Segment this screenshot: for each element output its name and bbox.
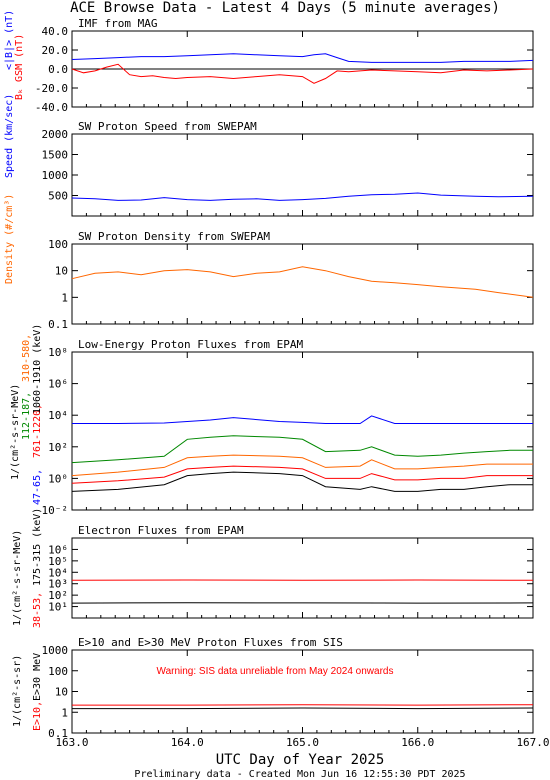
panel-2: 0.1 1 10 100 SW Proton Density from SWEPAM De… <box>4 194 534 331</box>
y-axis-label: 47-65, <box>32 469 43 505</box>
y-tick-label: 0.1 <box>48 318 68 331</box>
y-tick-label: 10⁰ <box>48 472 68 485</box>
y-tick-label: 1 <box>61 291 68 304</box>
y-tick-label: 1000 <box>42 644 69 657</box>
y-tick-label: 1 <box>61 706 68 719</box>
x-tick-label: 165.0 <box>286 736 319 749</box>
y-tick-label: 100 <box>48 665 68 678</box>
y-axis-label: 1060-1910 (keV) <box>32 324 43 414</box>
panel-0: -40.0 -20.0 0.0 20.0 40.0 IMF from MAG Bₖ GSM … <box>4 10 534 114</box>
y-tick-label: 20.0 <box>42 44 69 57</box>
y-tick-label: 10⁻² <box>42 504 69 517</box>
x-tick-label: 167.0 <box>516 736 549 749</box>
y-tick-label: 10⁶ <box>48 543 68 556</box>
y-axis-label: <|B|> (nT) <box>4 10 15 70</box>
y-axis-label: Speed (km/sec) <box>4 94 15 178</box>
y-axis-label: 761-1220, <box>32 404 43 458</box>
sis-warning: Warning: SIS data unreliable from May 20… <box>157 666 394 677</box>
y-axis-label: 112-187, <box>21 392 32 440</box>
series-line <box>71 465 533 484</box>
y-tick-label: 10 <box>55 686 68 699</box>
y-axis-label: 175-315 (keV) <box>32 508 43 586</box>
series-line <box>71 63 534 84</box>
y-tick-label: 10⁴ <box>48 409 68 422</box>
panel-5: 0.1 1 10 100 1000 E>10 and E>30 MeV Proton Fl… <box>12 636 550 749</box>
panel-1: 500 1000 1500 2000 SW Proton Speed from SWEP… <box>4 94 534 217</box>
y-tick-label: 10¹ <box>48 601 68 614</box>
footer-text: Preliminary data - Created Mon Jun 16 12… <box>134 769 465 780</box>
y-tick-label: 500 <box>48 190 68 203</box>
panel-frame <box>71 351 534 511</box>
y-tick-label: 10² <box>48 441 68 454</box>
y-axis-label: E>30 MeV <box>32 653 43 701</box>
y-axis-label: 1/(cm²-s-sr-MeV) <box>10 384 21 480</box>
y-tick-label: 10⁴ <box>48 566 68 579</box>
series-line <box>71 435 533 464</box>
panel-title: SW Proton Speed from SWEPAM <box>78 120 257 133</box>
y-axis-label: 310-580, <box>21 334 32 382</box>
series-line <box>72 707 534 710</box>
panel-title: Electron Fluxes from EPAM <box>78 524 244 537</box>
panel-title: Low-Energy Proton Fluxes from EPAM <box>78 338 304 351</box>
y-tick-label: -20.0 <box>35 82 68 95</box>
figure-title: ACE Browse Data - Latest 4 Days (5 minut… <box>70 0 500 16</box>
panel-frame <box>71 133 534 217</box>
panel-frame <box>71 243 534 325</box>
series-line <box>71 471 533 492</box>
y-tick-label: 100 <box>48 238 68 251</box>
y-tick-label: 1000 <box>42 169 69 182</box>
y-tick-label: 0.1 <box>48 727 68 740</box>
panel-frame <box>71 649 534 734</box>
series-line <box>71 53 534 63</box>
series-line <box>72 415 533 424</box>
x-tick-label: 166.0 <box>401 736 434 749</box>
y-axis-label: 1/(cm²-s-sr-MeV) <box>12 530 23 626</box>
y-tick-label: 40.0 <box>42 25 69 38</box>
y-axis-label: E>10, <box>32 701 43 731</box>
series-line <box>71 192 534 201</box>
panel-3: 10⁻² 10⁰ 10² 10⁴ 10⁶ 10⁸ Low-Energy Proton Flu… <box>10 324 534 517</box>
y-tick-label: -40.0 <box>35 101 68 114</box>
y-tick-label: 1500 <box>42 149 69 162</box>
y-tick-label: 10⁸ <box>48 346 68 359</box>
x-tick-label: 163.0 <box>55 736 88 749</box>
x-axis-label: UTC Day of Year 2025 <box>216 752 385 768</box>
panel-title: E>10 and E>30 MeV Proton Fluxes from SIS <box>78 636 343 649</box>
series-line <box>71 266 534 298</box>
panel-title: SW Proton Density from SWEPAM <box>78 230 270 243</box>
y-axis-label: 38-53, <box>32 592 43 628</box>
y-tick-label: 2000 <box>42 128 69 141</box>
y-tick-label: 10⁶ <box>48 378 68 391</box>
y-axis-label: 1/(cm²-s-sr) <box>12 655 23 727</box>
x-tick-label: 164.0 <box>171 736 204 749</box>
y-tick-label: 0.0 <box>48 63 68 76</box>
panel-title: IMF from MAG <box>78 17 157 30</box>
y-tick-label: 10⁵ <box>48 555 68 568</box>
panel-frame <box>71 537 534 619</box>
y-tick-label: 10³ <box>48 578 68 591</box>
y-tick-label: 10² <box>48 589 68 602</box>
series-line <box>71 454 533 477</box>
y-tick-label: 10 <box>55 265 68 278</box>
y-axis-label: Density (#/cm³) <box>4 194 15 284</box>
y-axis-label: Bₖ GSM (nT) <box>14 34 25 100</box>
